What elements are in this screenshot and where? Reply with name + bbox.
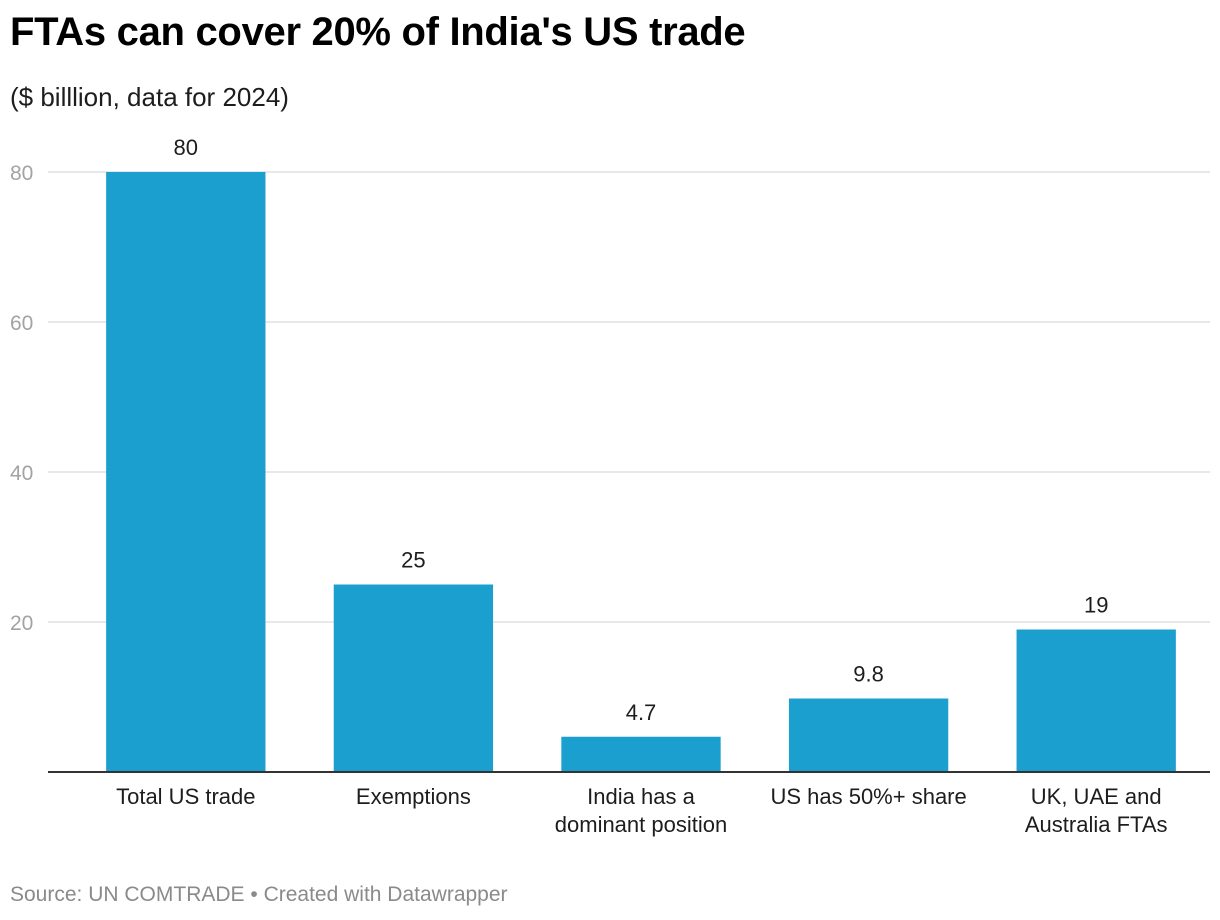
data-label: 9.8 xyxy=(853,662,884,687)
data-label: 19 xyxy=(1084,593,1108,618)
category-label: Exemptions xyxy=(356,784,471,809)
data-label: 80 xyxy=(174,135,198,160)
category-label: Total US trade xyxy=(116,784,255,809)
bar-1 xyxy=(333,584,494,772)
category-labels: Total US trade Exemptions India has a domin… xyxy=(116,784,1167,837)
bars xyxy=(106,172,1176,772)
bar-3 xyxy=(788,698,949,772)
bar-4 xyxy=(1016,629,1176,772)
category-label: India has a xyxy=(587,784,695,809)
bar-chart: 20 40 60 80 80 25 4.7 9.8 19 Total US trade Exem… xyxy=(10,135,1210,837)
category-label: dominant position xyxy=(555,812,727,837)
y-tick-label: 80 xyxy=(10,162,33,185)
category-label: UK, UAE and xyxy=(1031,784,1162,809)
category-label: US has 50%+ share xyxy=(770,784,966,809)
chart-title: FTAs can cover 20% of India's US trade xyxy=(10,10,746,54)
y-tick-label: 20 xyxy=(10,612,33,635)
chart-footer: Source: UN COMTRADE • Created with Dataw… xyxy=(10,883,508,907)
y-tick-label: 40 xyxy=(10,462,33,485)
data-label: 25 xyxy=(401,548,425,573)
source-note: Source: UN COMTRADE xyxy=(10,883,245,906)
data-label: 4.7 xyxy=(626,700,657,725)
chart-subtitle: ($ billlion, data for 2024) xyxy=(10,82,289,112)
bar-0 xyxy=(106,172,266,772)
y-tick-label: 60 xyxy=(10,312,33,335)
datawrapper-credit: Created with Datawrapper xyxy=(263,883,508,906)
bar-2 xyxy=(561,736,721,772)
category-label: Australia FTAs xyxy=(1025,812,1168,837)
data-labels: 80 25 4.7 9.8 19 xyxy=(174,135,1109,725)
footer-separator: • xyxy=(244,883,264,906)
